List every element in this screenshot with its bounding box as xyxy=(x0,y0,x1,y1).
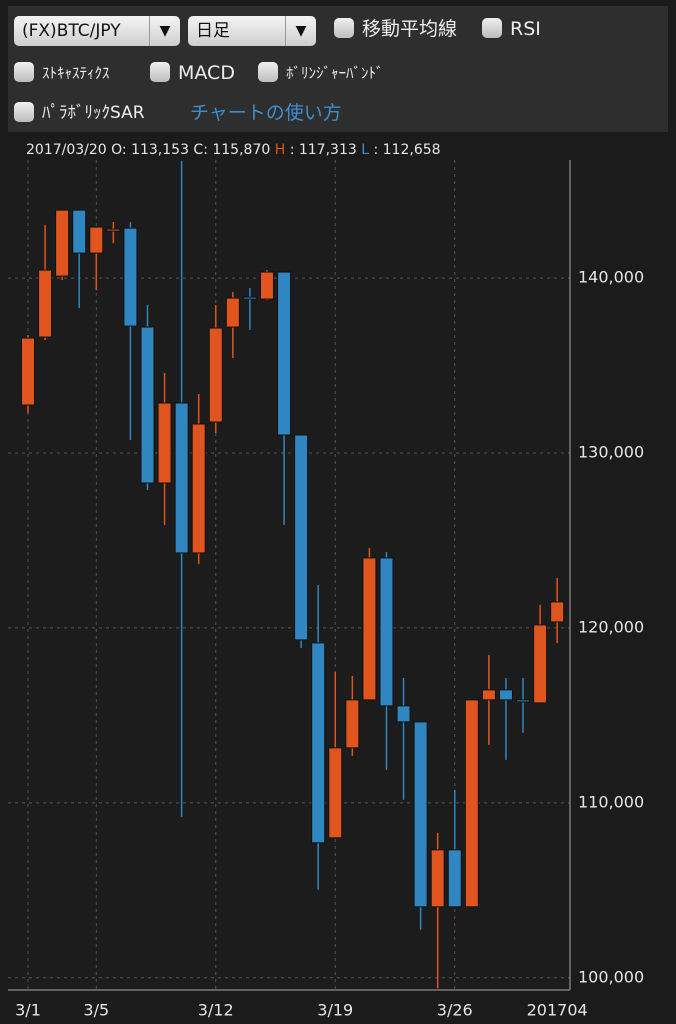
candle-body xyxy=(362,557,377,701)
candle-body xyxy=(498,689,513,701)
checkbox[interactable]: ﾊﾟﾗﾎﾞﾘｯｸSAR xyxy=(14,100,145,126)
candle-body xyxy=(396,705,411,723)
dropdown-arrow[interactable]: ▼ xyxy=(149,16,180,46)
candle-body xyxy=(140,326,155,484)
candle-body xyxy=(123,227,138,327)
period-dropdown[interactable]: 日足 ▼ xyxy=(188,16,316,46)
candle-body xyxy=(277,271,292,436)
checkbox[interactable]: RSI xyxy=(482,16,541,42)
control-panel: (FX)BTC/JPY ▼ 日足 ▼ 移動平均線 RSI ｽﾄｷｬｽﾃｨｸｽ MAC… xyxy=(8,6,668,132)
candle-body xyxy=(72,209,87,254)
x-tick-label: 201704 xyxy=(527,1001,588,1020)
candle-body xyxy=(345,699,360,749)
dropdown-text: 日足 xyxy=(196,21,230,41)
dropdown-arrow[interactable]: ▼ xyxy=(285,16,316,46)
candle-body xyxy=(242,296,257,300)
x-tick-label: 3/19 xyxy=(317,1001,353,1020)
symbol-dropdown[interactable]: (FX)BTC/JPY ▼ xyxy=(14,16,180,46)
candle-body xyxy=(464,699,479,908)
candle-body xyxy=(157,402,172,484)
candle-body xyxy=(311,642,326,844)
candle-body xyxy=(55,209,70,277)
candle-body xyxy=(481,689,496,701)
candle-body xyxy=(430,849,445,908)
info-high-label: H xyxy=(275,142,286,158)
candle-body xyxy=(106,228,121,232)
candle-body xyxy=(533,624,548,704)
checkbox[interactable]: MACD xyxy=(150,60,235,86)
help-link[interactable]: チャートの使い方 xyxy=(190,102,342,124)
candle-body xyxy=(38,269,53,338)
ohlc-info: 2017/03/20 O: 113,153 C: 115,870 H : 117… xyxy=(26,142,441,158)
candle-body xyxy=(294,434,309,641)
candle-body xyxy=(550,601,565,623)
candle-body xyxy=(174,402,189,554)
info-text: : 112,658 xyxy=(369,142,441,158)
info-low-label: L xyxy=(361,142,369,158)
checkbox[interactable]: ﾎﾞﾘﾝｼﾞｬｰﾊﾞﾝﾄﾞ xyxy=(258,60,384,86)
candle-body xyxy=(208,327,223,423)
y-tick-label: 120,000 xyxy=(578,617,644,636)
candle-body xyxy=(259,271,274,300)
candle-body xyxy=(225,297,240,328)
candle-body xyxy=(447,849,462,908)
candle-body xyxy=(191,423,206,554)
checkbox[interactable]: 移動平均線 xyxy=(334,16,457,42)
candle-body xyxy=(21,337,35,406)
x-tick-label: 3/26 xyxy=(437,1001,473,1020)
dropdown-text: (FX)BTC/JPY xyxy=(22,21,121,41)
x-tick-label: 3/12 xyxy=(198,1001,234,1020)
y-tick-label: 110,000 xyxy=(578,792,644,811)
candle-body xyxy=(328,747,343,839)
candle-body xyxy=(379,557,394,707)
x-tick-label: 3/1 xyxy=(15,1001,41,1020)
candle-body xyxy=(413,721,428,908)
y-tick-label: 130,000 xyxy=(578,442,644,461)
checkbox[interactable]: ｽﾄｷｬｽﾃｨｸｽ xyxy=(14,60,110,86)
x-tick-label: 3/5 xyxy=(83,1001,109,1020)
info-text: 2017/03/20 O: 113,153 C: 115,870 xyxy=(26,142,275,158)
info-text: : 117,313 xyxy=(285,142,361,158)
candle-body xyxy=(89,226,104,254)
y-tick-label: 140,000 xyxy=(578,268,644,287)
y-tick-label: 100,000 xyxy=(578,967,644,986)
candle-body xyxy=(516,699,531,703)
